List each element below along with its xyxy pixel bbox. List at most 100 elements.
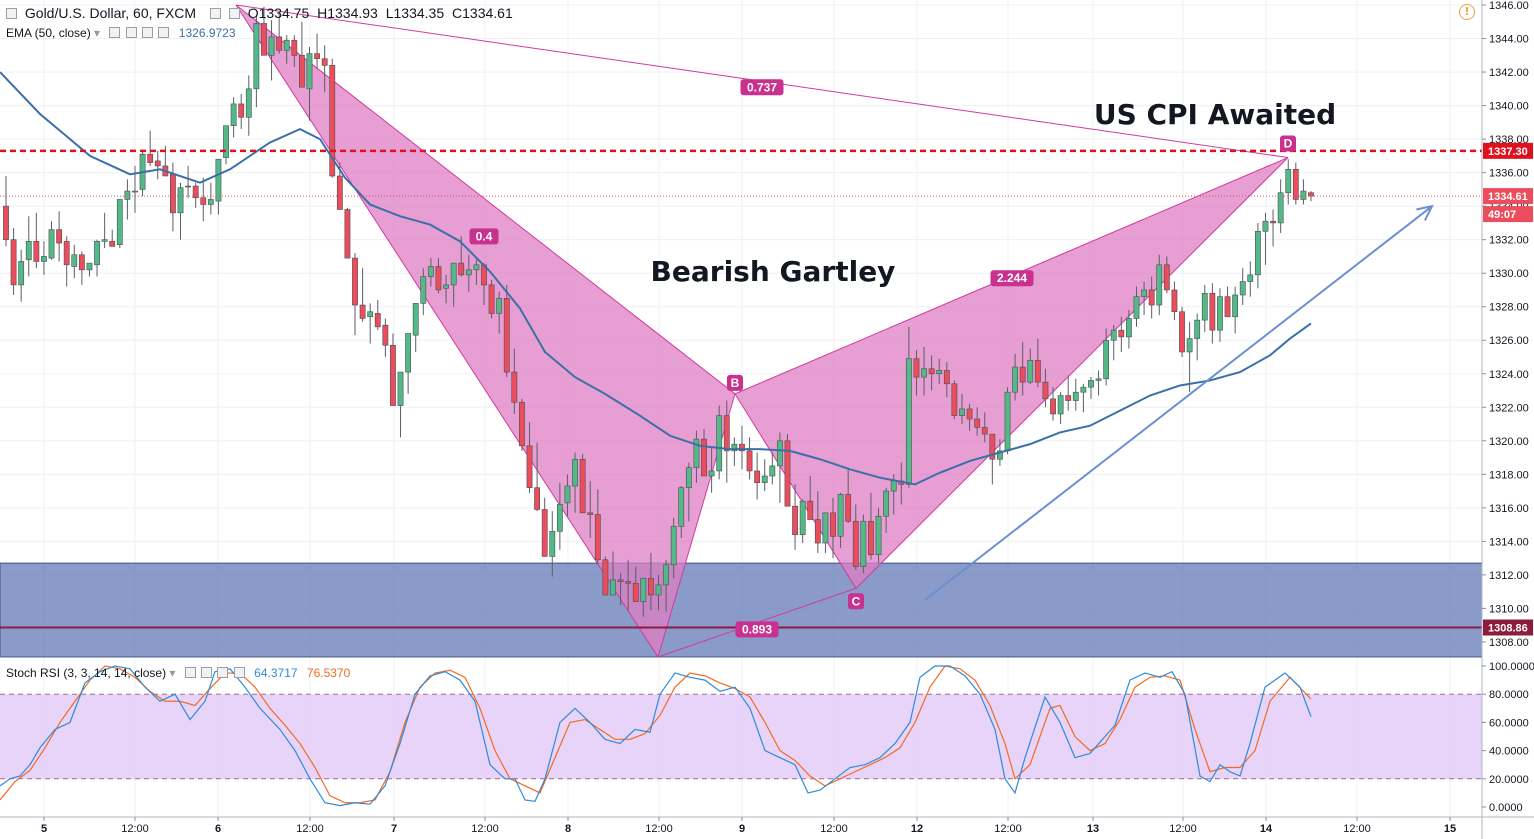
- support-zone-rect: [0, 562, 1483, 658]
- eye-icon[interactable]: [109, 27, 121, 38]
- candle-body: [913, 358, 920, 378]
- symbol-header: Gold/U.S. Dollar, 60, FXCM O1334.75 H133…: [6, 5, 517, 29]
- candle-body: [41, 256, 47, 262]
- candle-body: [10, 239, 17, 286]
- candle-body: [48, 229, 55, 259]
- candle-body: [25, 241, 32, 261]
- y-tick-label: 1342.00: [1489, 67, 1529, 79]
- stoch-y-tick-label: 100.0000: [1489, 661, 1534, 673]
- ohlc-low: L1334.35: [385, 5, 445, 21]
- stoch-y-tick-label: 40.0000: [1489, 746, 1529, 758]
- candle-body: [306, 53, 313, 90]
- candle-body: [238, 103, 245, 118]
- candle-body: [868, 520, 874, 556]
- y-tick-label: 1346.00: [1489, 0, 1529, 12]
- x-tick-label: 12:00: [994, 823, 1022, 835]
- candle-body: [610, 579, 616, 596]
- stoch-k-value: 64.3717: [254, 666, 298, 680]
- x-tick-label: 6: [215, 823, 221, 835]
- annotation-us-cpi: US CPI Awaited: [1094, 98, 1336, 131]
- candle-body: [708, 470, 715, 477]
- candle-body: [883, 490, 890, 517]
- support-zone: [0, 562, 1483, 658]
- resistance-price-tag: 1337.30: [1488, 146, 1528, 158]
- candle-body: [1277, 192, 1284, 224]
- candle-body: [837, 494, 844, 537]
- candle-body: [754, 470, 761, 483]
- add-icon[interactable]: [217, 667, 229, 678]
- candle-body: [192, 185, 199, 199]
- gartley-pattern: [235, 4, 1289, 659]
- support-price-tag: 1308.86: [1488, 623, 1528, 635]
- trendline: [924, 204, 1434, 601]
- close-icon[interactable]: [233, 667, 245, 678]
- candle-body: [1004, 391, 1011, 452]
- candle-body: [981, 427, 988, 435]
- add-icon[interactable]: [142, 27, 154, 38]
- point-label-b: B: [731, 376, 740, 390]
- alert-icon[interactable]: !: [1459, 4, 1475, 20]
- settings-icon[interactable]: [125, 27, 137, 38]
- close-icon[interactable]: [158, 27, 170, 38]
- candle-body: [1095, 378, 1102, 381]
- collapse-icon[interactable]: [6, 8, 17, 19]
- stoch-band: [0, 694, 1482, 779]
- candle-body: [412, 303, 419, 336]
- stoch-label: Stoch RSI (3, 3, 14, 14, close): [6, 666, 167, 680]
- x-tick-label: 14: [1260, 823, 1273, 835]
- candle-body: [860, 520, 867, 567]
- candle-body: [701, 438, 707, 477]
- candle-body: [1012, 366, 1018, 393]
- y-tick-label: 1344.00: [1489, 34, 1529, 46]
- stoch-k-line: [0, 665, 1312, 807]
- y-tick-label: 1340.00: [1489, 101, 1529, 113]
- candle-body: [78, 254, 85, 271]
- candle-body: [268, 36, 275, 56]
- candle-body: [397, 371, 404, 406]
- candle-body: [723, 415, 730, 452]
- candle-body: [1239, 281, 1246, 296]
- candle-body: [685, 467, 692, 489]
- candle-body: [1194, 319, 1201, 339]
- ohlc-open: O1334.75: [247, 5, 310, 21]
- candle-body: [1254, 230, 1261, 276]
- candle-body: [1126, 318, 1132, 338]
- candle-body: [488, 284, 495, 314]
- candle-series: [3, 6, 1314, 617]
- settings-icon[interactable]: [201, 667, 213, 678]
- y-tick-label: 1314.00: [1489, 536, 1529, 548]
- candle-body: [564, 485, 571, 504]
- candle-body: [1080, 386, 1087, 393]
- x-tick-label: 12:00: [471, 823, 499, 835]
- eye-icon[interactable]: [209, 8, 221, 19]
- candle-body: [230, 103, 237, 127]
- candle-body: [1186, 338, 1193, 353]
- y-tick-label: 1316.00: [1489, 503, 1529, 515]
- y-tick-label: 1326.00: [1489, 335, 1529, 347]
- chevron-down-icon[interactable]: ▾: [94, 26, 101, 40]
- pattern-triangle-xab: [235, 4, 736, 659]
- point-label-c-bg: [848, 593, 864, 610]
- candle-body: [1042, 381, 1049, 400]
- candle-body: [799, 500, 806, 535]
- candle-body: [299, 55, 305, 88]
- x-tick-label: 12:00: [121, 823, 149, 835]
- ema-value: 1326.9723: [178, 26, 236, 40]
- ratio-label-ab: 0.4: [476, 229, 493, 243]
- settings-icon[interactable]: [228, 8, 240, 19]
- candle-body: [223, 125, 229, 158]
- candle-body: [602, 559, 609, 596]
- y-tick-label: 1318.00: [1489, 469, 1529, 481]
- candle-body: [94, 241, 100, 266]
- candle-body: [382, 324, 389, 346]
- stoch-y-tick-label: 20.0000: [1489, 774, 1529, 786]
- stoch-y-tick-label: 80.0000: [1489, 689, 1529, 701]
- candle-body: [1118, 329, 1125, 338]
- candle-body: [648, 577, 654, 596]
- chevron-down-icon[interactable]: ▾: [169, 666, 176, 680]
- candle-body: [966, 408, 973, 420]
- candle-body: [1088, 380, 1094, 388]
- candle-body: [283, 39, 290, 51]
- candle-body: [617, 579, 624, 582]
- eye-icon[interactable]: [184, 667, 196, 678]
